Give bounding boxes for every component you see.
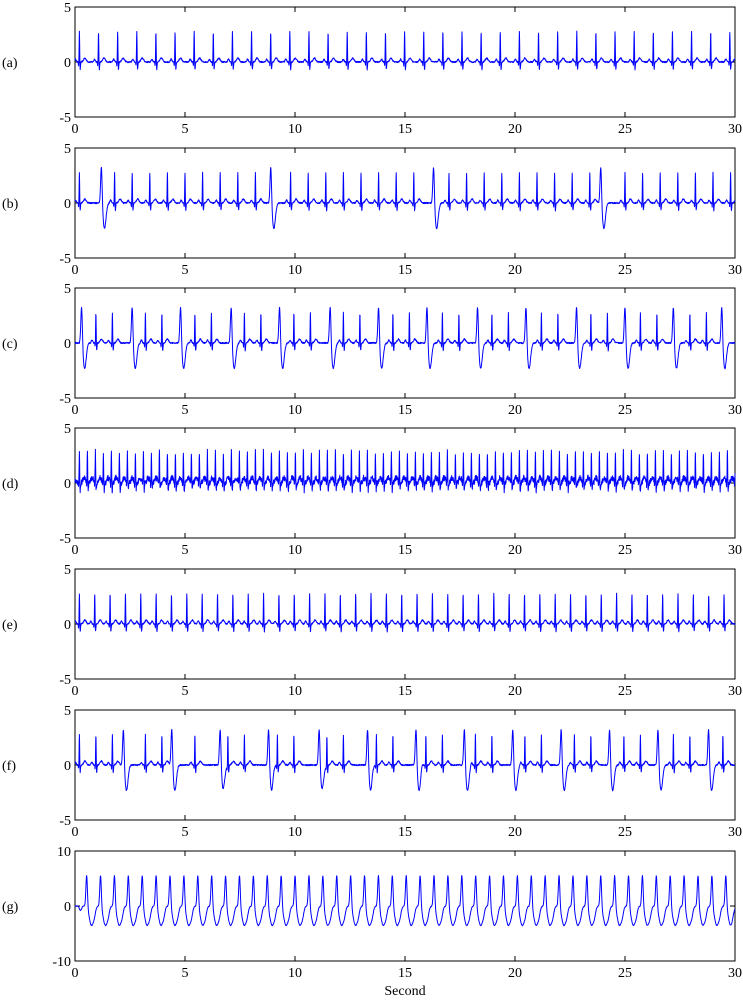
ecg-trace <box>74 166 736 230</box>
x-tick-label: 10 <box>288 684 302 699</box>
x-tick-label: 0 <box>72 543 79 558</box>
x-tick-label: 0 <box>72 825 79 840</box>
y-tick-label: 0 <box>64 618 71 633</box>
x-tick-label: 25 <box>618 403 632 418</box>
y-tick-label: 5 <box>64 563 71 578</box>
y-tick-label: 5 <box>64 282 71 297</box>
y-tick-label: 0 <box>64 197 71 212</box>
ecg-trace <box>74 592 736 633</box>
x-tick-label: 5 <box>182 263 189 278</box>
panel-label: (c) <box>2 337 18 352</box>
y-tick-label: -10 <box>52 955 71 970</box>
x-tick-label: 5 <box>182 966 189 981</box>
panel-label: (e) <box>2 618 18 633</box>
y-tick-label: 5 <box>64 1 71 16</box>
x-tick-label: 30 <box>728 825 742 840</box>
x-tick-label: 25 <box>618 684 632 699</box>
panel-label: (g) <box>2 900 19 915</box>
x-tick-label: 0 <box>72 403 79 418</box>
panel-label: (d) <box>2 477 19 492</box>
x-tick-label: 20 <box>508 543 522 558</box>
x-tick-label: 0 <box>72 966 79 981</box>
x-tick-label: 10 <box>288 825 302 840</box>
ecg-trace <box>74 306 736 370</box>
y-tick-label: -5 <box>59 252 71 267</box>
axes-frame <box>74 850 736 962</box>
x-tick-label: 15 <box>398 825 412 840</box>
ecg-trace <box>74 728 736 792</box>
x-tick-label: 15 <box>398 684 412 699</box>
x-tick-label: 20 <box>508 263 522 278</box>
x-tick-label: 20 <box>508 684 522 699</box>
x-axis-label: Second <box>384 984 425 999</box>
y-tick-label: -5 <box>59 673 71 688</box>
x-tick-label: 5 <box>182 684 189 699</box>
x-tick-label: 30 <box>728 263 742 278</box>
y-tick-label: -5 <box>59 814 71 829</box>
y-tick-label: 5 <box>64 422 71 437</box>
y-tick-label: 10 <box>57 845 71 860</box>
x-tick-label: 20 <box>508 122 522 137</box>
x-tick-label: 25 <box>618 966 632 981</box>
x-tick-label: 30 <box>728 543 742 558</box>
y-tick-label: -5 <box>59 392 71 407</box>
x-tick-label: 10 <box>288 122 302 137</box>
y-tick-label: -5 <box>59 111 71 126</box>
panel-label: (a) <box>2 56 18 71</box>
y-tick-label: 0 <box>64 900 71 915</box>
x-tick-label: 10 <box>288 966 302 981</box>
x-tick-label: 20 <box>508 825 522 840</box>
x-tick-label: 30 <box>728 122 742 137</box>
y-tick-label: 5 <box>64 142 71 157</box>
x-tick-label: 0 <box>72 684 79 699</box>
panel-label: (b) <box>2 197 19 212</box>
x-tick-label: 5 <box>182 403 189 418</box>
x-tick-label: 0 <box>72 263 79 278</box>
x-tick-label: 15 <box>398 122 412 137</box>
x-tick-label: 15 <box>398 543 412 558</box>
y-tick-label: 0 <box>64 337 71 352</box>
x-tick-label: 0 <box>72 122 79 137</box>
x-tick-label: 5 <box>182 122 189 137</box>
y-tick-label: 0 <box>64 477 71 492</box>
x-tick-label: 20 <box>508 966 522 981</box>
y-tick-label: -5 <box>59 532 71 547</box>
x-tick-label: 5 <box>182 543 189 558</box>
x-tick-label: 25 <box>618 263 632 278</box>
x-tick-label: 5 <box>182 825 189 840</box>
y-tick-label: 0 <box>64 759 71 774</box>
x-tick-label: 25 <box>618 122 632 137</box>
ecg-trace <box>74 875 736 927</box>
y-tick-label: 5 <box>64 704 71 719</box>
ecg-trace <box>74 30 736 71</box>
x-tick-label: 30 <box>728 403 742 418</box>
x-tick-label: 10 <box>288 263 302 278</box>
y-tick-label: 0 <box>64 56 71 71</box>
ecg-trace <box>74 448 736 494</box>
x-tick-label: 15 <box>398 966 412 981</box>
x-tick-label: 25 <box>618 543 632 558</box>
x-tick-label: 15 <box>398 403 412 418</box>
x-tick-label: 10 <box>288 543 302 558</box>
x-tick-label: 10 <box>288 403 302 418</box>
x-tick-label: 25 <box>618 825 632 840</box>
x-tick-label: 30 <box>728 684 742 699</box>
x-tick-label: 15 <box>398 263 412 278</box>
x-tick-label: 30 <box>728 966 742 981</box>
panel-label: (f) <box>2 759 16 774</box>
x-tick-label: 20 <box>508 403 522 418</box>
